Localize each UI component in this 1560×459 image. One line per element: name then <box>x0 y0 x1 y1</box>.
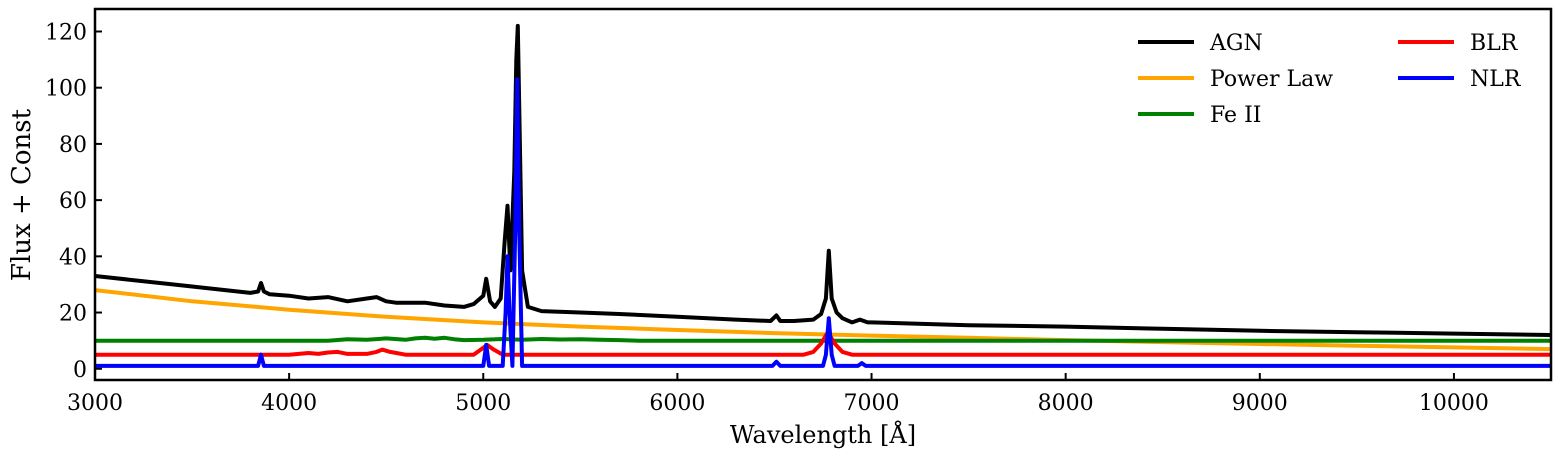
legend-label: NLR <box>1470 67 1522 92</box>
series-line-power-law <box>95 288 1551 352</box>
x-tick-label: 10000 <box>1419 391 1489 416</box>
y-tick-label: 100 <box>45 77 87 102</box>
legend-label: BLR <box>1470 31 1519 56</box>
legend-label: AGN <box>1209 31 1263 56</box>
y-tick-label: 40 <box>59 245 87 270</box>
legend-label: Fe II <box>1210 103 1261 128</box>
x-tick-label: 7000 <box>844 391 900 416</box>
legend-label: Power Law <box>1210 67 1333 92</box>
y-tick-label: 60 <box>59 189 87 214</box>
series-line-nlr <box>95 77 1551 368</box>
plot-frame <box>93 7 1553 382</box>
x-tick-label: 4000 <box>261 391 317 416</box>
y-tick-label: 80 <box>59 133 87 158</box>
legend: AGN Power Law Fe II BLR NLR <box>1138 31 1522 128</box>
y-axis-label: Flux + Const <box>7 108 37 281</box>
x-tick-label: 6000 <box>649 391 705 416</box>
y-tick-label: 120 <box>45 20 87 45</box>
x-tick-label: 8000 <box>1038 391 1094 416</box>
x-axis-label: Wavelength [Å] <box>730 420 916 449</box>
x-tick-label: 9000 <box>1232 391 1288 416</box>
x-tick-label: 3000 <box>67 391 123 416</box>
x-tick-label: 5000 <box>455 391 511 416</box>
series-line-fe-ii <box>95 335 1551 343</box>
y-tick-label: 20 <box>59 302 87 327</box>
series-line-agn <box>95 23 1551 337</box>
y-tick-label: 0 <box>73 358 87 383</box>
